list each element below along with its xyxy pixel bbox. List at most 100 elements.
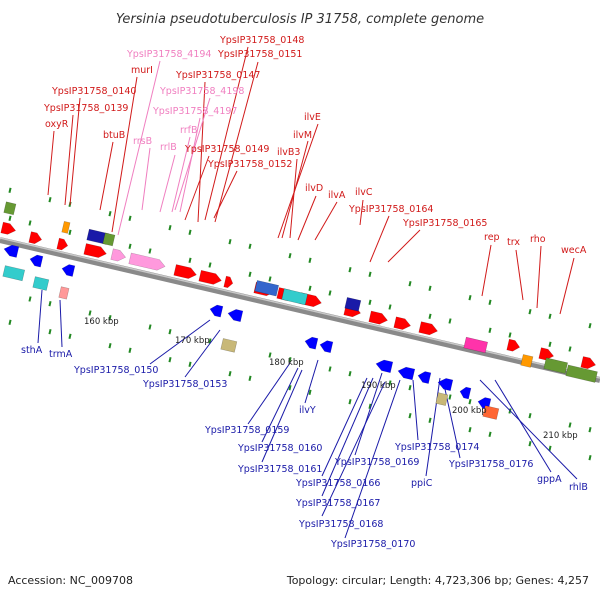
tick-mark (228, 239, 231, 244)
gene-label[interactable]: ilvY (299, 405, 316, 416)
gene-label[interactable]: rrsB (133, 136, 152, 147)
gene-label[interactable]: YpsIP31758_0165 (402, 218, 487, 229)
gene-label[interactable]: rhlB (569, 482, 588, 493)
gene-label[interactable]: YpsIP31758_0153 (142, 379, 227, 390)
gene-label[interactable]: YpsIP31758_0164 (348, 204, 433, 215)
tick-mark (348, 399, 351, 404)
tick-mark (348, 267, 351, 272)
forward-gene-arrow (1, 222, 17, 236)
leader-line (278, 124, 318, 238)
gene-label[interactable]: YpsIP31758_0152 (207, 159, 292, 170)
gene-label[interactable]: YpsIP31758_0168 (298, 519, 383, 530)
leader-line (305, 360, 318, 403)
gene-label[interactable]: YpsIP31758_0176 (448, 459, 533, 470)
leader-line (248, 363, 290, 424)
gene-label[interactable]: YpsIP31758_0167 (295, 498, 380, 509)
gene-label[interactable]: rrlB (160, 142, 177, 153)
gene-label[interactable]: gppA (537, 474, 562, 485)
gene-label[interactable]: YpsIP31758_0159 (204, 425, 289, 436)
tick-mark (108, 343, 111, 348)
gene-label[interactable]: ilvD (305, 183, 323, 194)
forward-gene-arrow (84, 243, 108, 259)
gene-label[interactable]: ilvM (293, 130, 312, 141)
gene-label[interactable]: murI (131, 65, 153, 76)
tick-mark (328, 366, 331, 371)
gene-label[interactable]: YpsIP31758_0149 (184, 144, 269, 155)
gene-label[interactable]: oxyR (45, 119, 69, 130)
gene-label[interactable]: wecA (561, 245, 587, 256)
leader-line (290, 159, 297, 238)
gene-label[interactable]: YpsIP31758_0170 (330, 539, 415, 550)
forward-gene-labels: YpsIP31758_0148 YpsIP31758_4194 YpsIP317… (43, 35, 587, 256)
gene-label[interactable]: trx (507, 237, 520, 248)
tick-mark (248, 272, 251, 277)
gene-label[interactable]: rep (484, 232, 500, 243)
gene-label[interactable]: YpsIP31758_0174 (394, 442, 479, 453)
leader-line (413, 380, 418, 440)
tick-mark (428, 418, 431, 423)
tick-mark (208, 262, 211, 267)
forward-gene-arrow (57, 238, 69, 251)
reverse-gene-arrow (304, 336, 318, 349)
gene-label[interactable]: YpsIP31758_0169 (334, 457, 419, 468)
leader-line (537, 246, 541, 308)
cog-block (521, 354, 533, 367)
reverse-gene-arrow (437, 377, 453, 391)
tick-label: 170 kbp (175, 336, 210, 346)
gene-label[interactable]: btuB (103, 130, 125, 141)
gene-label[interactable]: YpsIP31758_4198 (159, 86, 244, 97)
gene-label[interactable]: YpsIP31758_4197 (152, 106, 237, 117)
cog-block (282, 289, 308, 305)
gene-label[interactable]: YpsIP31758_0161 (237, 464, 322, 475)
genome-summary-text: Topology: circular; Length: 4,723,306 bp… (287, 574, 589, 587)
genome-map: Yersinia pseudotuberculosis IP 31758, co… (0, 0, 600, 600)
tick-mark (488, 300, 491, 305)
gene-label[interactable]: YpsIP31758_0147 (175, 70, 260, 81)
accession-text: Accession: NC_009708 (8, 574, 133, 587)
tick-mark (328, 290, 331, 295)
genome-backbone-highlight (0, 238, 600, 378)
tick-mark (408, 413, 411, 418)
gene-label[interactable]: YpsIP31758_0160 (237, 443, 322, 454)
leader-line (426, 378, 440, 476)
cog-block (3, 266, 25, 281)
cog-block (4, 202, 16, 215)
forward-gene-arrow (369, 311, 389, 326)
gene-label[interactable]: trmA (49, 349, 73, 360)
tick-mark (528, 413, 531, 418)
gene-label[interactable]: rrfB (180, 125, 198, 136)
gene-label[interactable]: YpsIP31758_0150 (73, 365, 158, 376)
tick-mark (548, 342, 551, 347)
gene-label[interactable]: YpsIP31758_0151 (217, 49, 302, 60)
gene-label[interactable]: YpsIP31758_0148 (219, 35, 304, 46)
gene-label[interactable]: ppiC (411, 478, 433, 489)
gene-label[interactable]: ilvE (304, 112, 321, 123)
cog-block (33, 277, 49, 291)
gene-label[interactable]: ilvC (355, 187, 373, 198)
gene-label[interactable]: YpsIP31758_4194 (126, 49, 211, 60)
gene-label[interactable]: ilvB3 (277, 147, 300, 158)
tick-mark (408, 385, 411, 390)
tick-mark (168, 357, 171, 362)
tick-mark (168, 329, 171, 334)
tick-mark (368, 300, 371, 305)
leader-line (315, 202, 337, 240)
reverse-gene-arrow (375, 358, 393, 372)
tick-mark (468, 399, 471, 404)
gene-label[interactable]: rho (530, 234, 546, 245)
gene-label[interactable]: YpsIP31758_0166 (295, 478, 380, 489)
tick-label: 210 kbp (543, 431, 578, 441)
leader-line (60, 300, 62, 347)
tick-mark (488, 328, 491, 333)
gene-label[interactable]: YpsIP31758_0140 (51, 86, 136, 97)
tick-mark (348, 371, 351, 376)
reverse-gene-arrow (227, 308, 243, 322)
tick-mark (128, 348, 131, 353)
cog-block (59, 287, 69, 300)
gene-label[interactable]: sthA (21, 345, 43, 356)
leader-line (560, 258, 574, 314)
rrna-arrow (111, 249, 127, 263)
gene-label[interactable]: YpsIP31758_0139 (43, 103, 128, 114)
tick-mark (268, 276, 271, 281)
gene-label[interactable]: ilvA (328, 190, 346, 201)
